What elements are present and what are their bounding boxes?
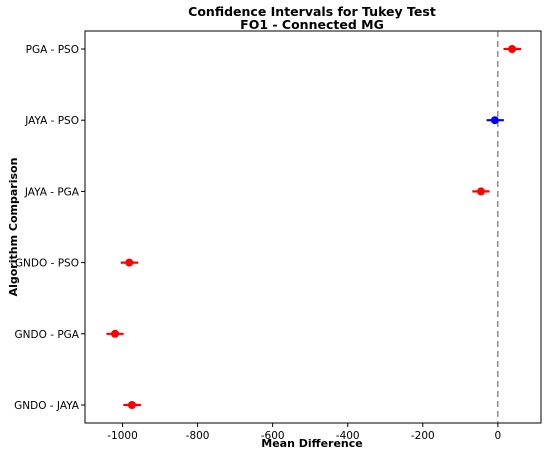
y-tick-label: GNDO - PGA — [15, 329, 80, 341]
y-tick-label: GNDO - JAYA — [14, 400, 80, 412]
y-axis-label: Algorithm Comparison — [7, 158, 20, 297]
y-tick-label: PGA - PSO — [26, 44, 79, 56]
tick-layer: -1000 -800 -600 -400 -200 0 PGA - PSO JAYA - PS… — [14, 44, 501, 442]
chart-title: Confidence Intervals for Tukey Test — [188, 4, 436, 19]
y-tick-label: JAYA - PSO — [24, 115, 79, 127]
marks-layer — [106, 45, 522, 409]
mean-point — [476, 187, 485, 196]
x-tick-label: -1000 — [107, 430, 138, 442]
mean-point — [508, 45, 517, 53]
x-tick-label: 0 — [494, 430, 501, 442]
x-axis-label: Mean Difference — [261, 437, 362, 450]
mean-point — [127, 401, 136, 409]
mean-point — [490, 116, 499, 125]
mean-point — [125, 258, 134, 267]
plot-area — [84, 30, 542, 424]
y-tick-label: GNDO - PSO — [15, 258, 79, 270]
chart-subtitle: FO1 - Connected MG — [240, 17, 384, 32]
x-tick-label: -600 — [261, 430, 285, 442]
x-tick-label: -400 — [336, 430, 360, 442]
y-tick-label: JAYA - PGA — [24, 186, 80, 198]
mean-point — [111, 329, 120, 338]
x-tick-label: -800 — [186, 430, 210, 442]
x-tick-label: -200 — [411, 430, 435, 442]
